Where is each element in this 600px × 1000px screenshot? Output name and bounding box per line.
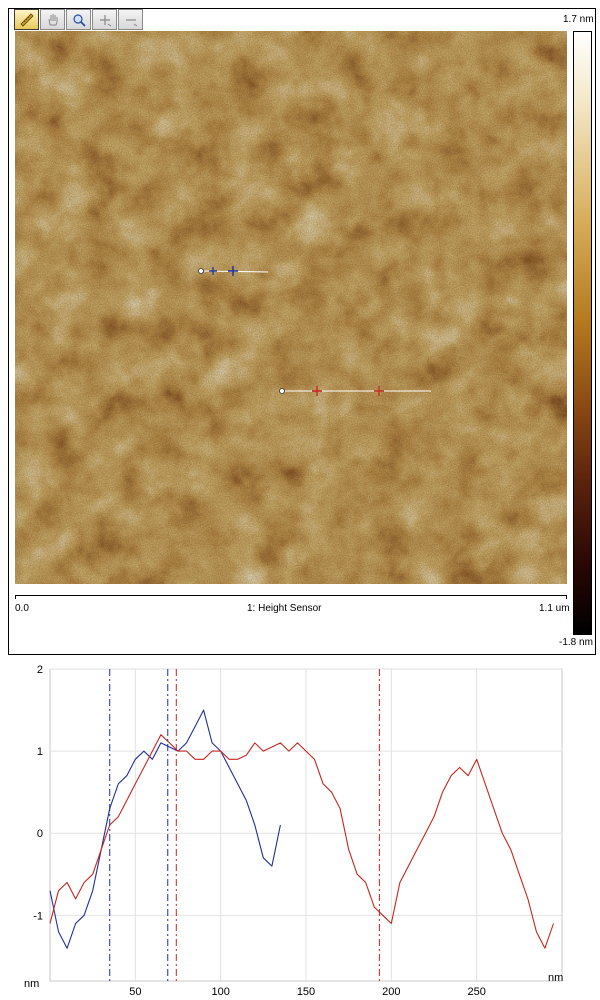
- y-axis-label: nm: [24, 978, 39, 990]
- height-colorbar: [573, 31, 592, 635]
- ruler-icon[interactable]: [14, 9, 39, 30]
- image-toolbar: [14, 9, 143, 31]
- zoom-out-icon[interactable]: [118, 9, 143, 30]
- x-tick-label: 150: [297, 986, 315, 998]
- afm-image-panel: 1.7 nm -1.8 nm 0.0 1: Height Sensor 1.1 …: [8, 8, 596, 655]
- image-x-start-label: 0.0: [15, 603, 29, 614]
- series-line-1: [49, 709, 281, 949]
- y-tick-label: -1: [33, 910, 43, 922]
- channel-label: 1: Height Sensor: [247, 603, 322, 614]
- x-tick-label: 50: [129, 986, 141, 998]
- x-tick-label: 250: [467, 986, 485, 998]
- image-x-tick: [15, 595, 16, 599]
- colorbar-max-label: 1.7 nm: [563, 14, 594, 25]
- y-tick-label: 2: [37, 664, 43, 676]
- y-tick-label: 1: [37, 746, 43, 758]
- zoom-icon[interactable]: [66, 9, 91, 30]
- profile-line-red[interactable]: [279, 386, 432, 396]
- profile-line-blue[interactable]: [198, 266, 269, 276]
- afm-height-image[interactable]: [15, 31, 567, 584]
- x-tick-label: 200: [382, 986, 400, 998]
- image-x-end-label: 1.1 um: [539, 603, 570, 614]
- x-tick-label: 100: [211, 986, 229, 998]
- series-line-2: [49, 734, 555, 949]
- height-profile-chart: 2 1 0 -1 50 100 150 200 250 nm nm: [24, 664, 563, 998]
- pan-hand-icon[interactable]: [40, 9, 65, 30]
- zoom-in-icon[interactable]: [92, 9, 117, 30]
- colorbar-min-label: -1.8 nm: [559, 637, 593, 648]
- image-x-tick: [566, 595, 567, 599]
- image-x-axis: [15, 595, 567, 596]
- y-tick-label: 0: [37, 828, 43, 840]
- x-axis-label: nm: [548, 972, 563, 984]
